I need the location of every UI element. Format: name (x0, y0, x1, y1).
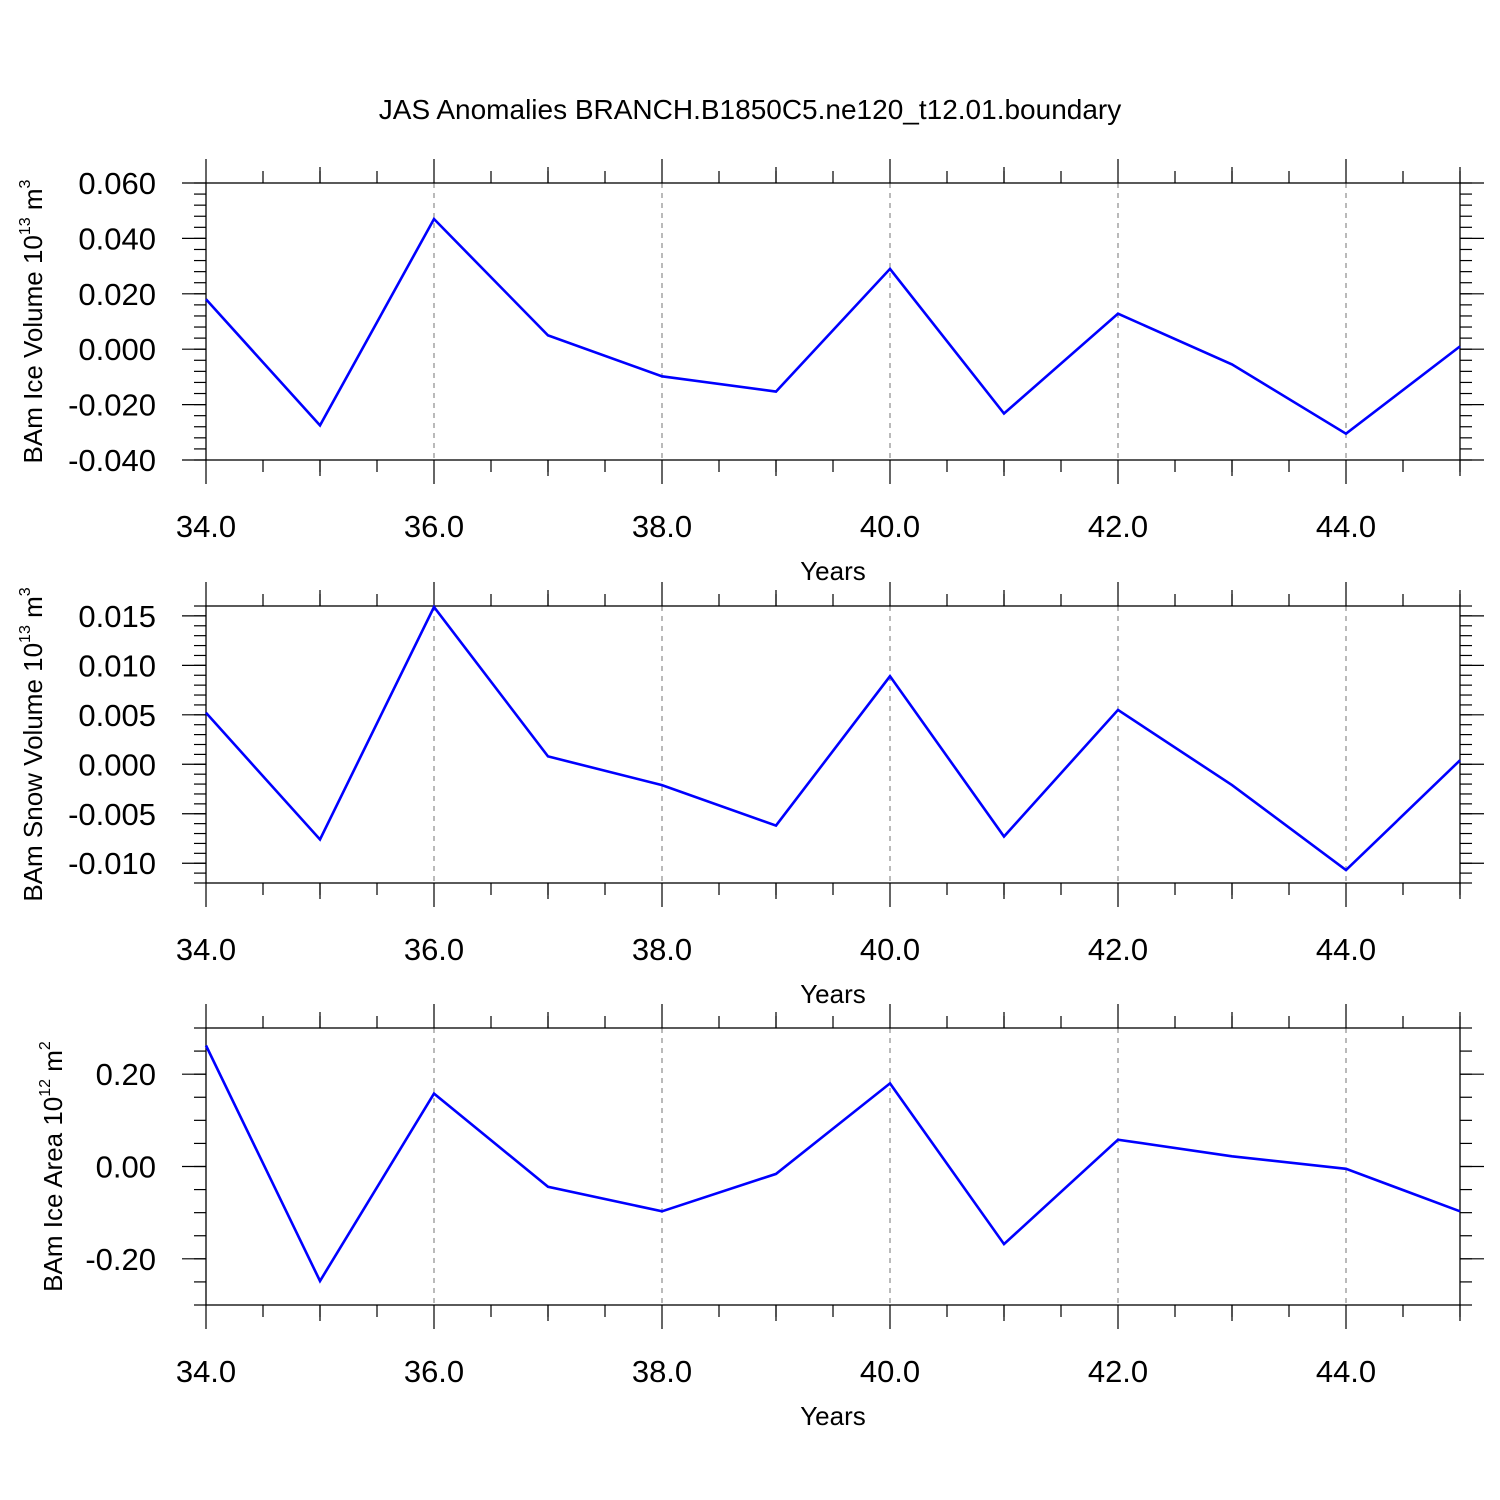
y-tick-label: 0.060 (78, 166, 156, 201)
x-tick-label: 36.0 (404, 1354, 464, 1389)
y-tick-label: -0.20 (85, 1242, 156, 1277)
x-tick-label: 38.0 (632, 1354, 692, 1389)
y-tick-label: 0.005 (78, 698, 156, 733)
y-axis-label: BAm Snow Volume 1013 m3 (17, 587, 48, 901)
plot-frame (205, 605, 1461, 884)
y-tick-label: -0.005 (68, 797, 156, 832)
x-tick-label: 34.0 (176, 932, 236, 967)
y-tick-label: 0.040 (78, 221, 156, 256)
x-tick-label: 38.0 (632, 932, 692, 967)
x-tick-label: 40.0 (860, 1354, 920, 1389)
x-tick-label: 36.0 (404, 509, 464, 544)
x-tick-label: 36.0 (404, 932, 464, 967)
y-tick-label: 0.000 (78, 747, 156, 782)
y-axis-label: BAm Ice Area 1012 m2 (37, 1041, 68, 1292)
x-tick-label: 44.0 (1316, 932, 1376, 967)
y-tick-label: -0.040 (68, 443, 156, 478)
x-axis-label: Years (800, 979, 866, 1009)
plot-frame (205, 1027, 1461, 1306)
x-tick-label: 34.0 (176, 509, 236, 544)
x-tick-label: 34.0 (176, 1354, 236, 1389)
chart-title: JAS Anomalies BRANCH.B1850C5.ne120_t12.0… (379, 94, 1121, 125)
y-tick-label: -0.020 (68, 388, 156, 423)
x-tick-label: 42.0 (1088, 932, 1148, 967)
series-line (205, 604, 1461, 872)
x-tick-label: 42.0 (1088, 1354, 1148, 1389)
panel-1: -0.040 -0.020 0.000 0.020 0.040 0.060 34.0 36.0… (17, 159, 1484, 586)
y-tick-label: 0.000 (78, 332, 156, 367)
x-tick-label: 38.0 (632, 509, 692, 544)
y-tick-label: 0.010 (78, 648, 156, 683)
x-tick-label: 40.0 (860, 932, 920, 967)
chart-panels: -0.040 -0.020 0.000 0.020 0.040 0.060 34.0 36.0… (17, 159, 1484, 1431)
y-tick-label: -0.010 (68, 846, 156, 881)
x-tick-label: 44.0 (1316, 1354, 1376, 1389)
y-tick-label: 0.015 (78, 599, 156, 634)
y-tick-label: 0.020 (78, 277, 156, 312)
panel-2: -0.010 -0.005 0.000 0.005 0.010 0.015 34.0 36.0… (17, 582, 1484, 1009)
y-axis-label: BAm Ice Volume 1013 m3 (17, 179, 48, 463)
y-tick-label: 0.00 (96, 1150, 156, 1185)
x-tick-label: 44.0 (1316, 509, 1376, 544)
x-axis-label: Years (800, 556, 866, 586)
x-tick-label: 42.0 (1088, 509, 1148, 544)
series-line (205, 216, 1461, 436)
y-tick-label: 0.20 (96, 1057, 156, 1092)
plot-frame (205, 182, 1461, 461)
panel-3: -0.20 0.00 0.20 34.0 36.0 38.0 40.0 42.0 44.0 Yea… (37, 1004, 1484, 1431)
x-tick-label: 40.0 (860, 509, 920, 544)
x-axis-label: Years (800, 1401, 866, 1431)
series-line (204, 1044, 1461, 1284)
